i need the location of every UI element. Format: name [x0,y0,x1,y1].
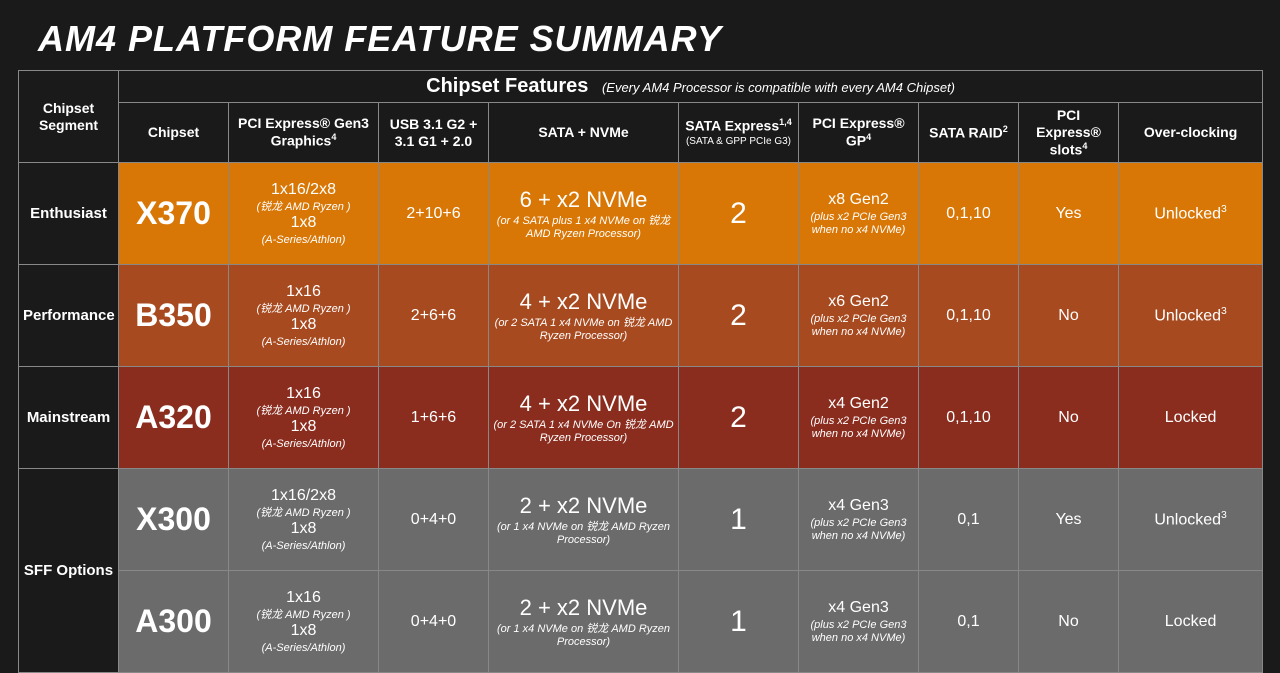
header-row-2: Chipset PCI Express® Gen3 Graphics4 USB … [19,103,1263,163]
row-a320: Mainstream A320 1x16 (锐龙 AMD Ryzen ) 1x8… [19,367,1263,469]
segment-performance: Performance [19,265,119,367]
x300-gp: x4 Gen3 (plus x2 PCIe Gen3 when no x4 NV… [799,469,919,571]
col-sata-nvme: SATA + NVMe [489,103,679,163]
b350-oc: Unlocked3 [1119,265,1263,367]
a300-gp: x4 Gen3 (plus x2 PCIe Gen3 when no x4 NV… [799,571,919,673]
col-segment: Chipset Segment [19,71,119,163]
a300-sata: 2 + x2 NVMe (or 1 x4 NVMe on 锐龙 AMD Ryze… [489,571,679,673]
col-pci-graphics: PCI Express® Gen3 Graphics4 [229,103,379,163]
col-raid: SATA RAID2 [919,103,1019,163]
segment-sff: SFF Options [19,469,119,673]
b350-usb: 2+6+6 [379,265,489,367]
col-slots: PCI Express® slots4 [1019,103,1119,163]
features-header: Chipset Features (Every AM4 Processor is… [119,71,1263,103]
col-overclocking: Over-clocking [1119,103,1263,163]
x370-usb: 2+10+6 [379,163,489,265]
a300-raid: 0,1 [919,571,1019,673]
page-title: AM4 PLATFORM FEATURE SUMMARY [0,0,1280,70]
features-header-text: Chipset Features [426,75,588,97]
col-usb: USB 3.1 G2 + 3.1 G1 + 2.0 [379,103,489,163]
b350-pci: 1x16 (锐龙 AMD Ryzen ) 1x8 (A-Series/Athlo… [229,265,379,367]
a300-oc: Locked [1119,571,1263,673]
a320-usb: 1+6+6 [379,367,489,469]
a320-sata: 4 + x2 NVMe (or 2 SATA 1 x4 NVMe On 锐龙 A… [489,367,679,469]
row-b350: Performance B350 1x16 (锐龙 AMD Ryzen ) 1x… [19,265,1263,367]
chipset-x300: X300 [119,469,229,571]
x300-slots: Yes [1019,469,1119,571]
features-header-sub: (Every AM4 Processor is compatible with … [602,80,955,95]
row-x370: Enthusiast X370 1x16/2x8 (锐龙 AMD Ryzen )… [19,163,1263,265]
a320-pci: 1x16 (锐龙 AMD Ryzen ) 1x8 (A-Series/Athlo… [229,367,379,469]
header-row-1: Chipset Segment Chipset Features (Every … [19,71,1263,103]
b350-slots: No [1019,265,1119,367]
b350-sata: 4 + x2 NVMe (or 2 SATA 1 x4 NVMe on 锐龙 A… [489,265,679,367]
a300-slots: No [1019,571,1119,673]
a300-usb: 0+4+0 [379,571,489,673]
x300-sata: 2 + x2 NVMe (or 1 x4 NVMe on 锐龙 AMD Ryze… [489,469,679,571]
x370-sata: 6 + x2 NVMe (or 4 SATA plus 1 x4 NVMe on… [489,163,679,265]
x370-gp: x8 Gen2 (plus x2 PCIe Gen3 when no x4 NV… [799,163,919,265]
x370-pci: 1x16/2x8 (锐龙 AMD Ryzen ) 1x8 (A-Series/A… [229,163,379,265]
a320-sataexp: 2 [679,367,799,469]
x370-oc: Unlocked3 [1119,163,1263,265]
x370-raid: 0,1,10 [919,163,1019,265]
a320-oc: Locked [1119,367,1263,469]
a300-sataexp: 1 [679,571,799,673]
b350-gp: x6 Gen2 (plus x2 PCIe Gen3 when no x4 NV… [799,265,919,367]
col-chipset: Chipset [119,103,229,163]
x300-raid: 0,1 [919,469,1019,571]
x300-pci: 1x16/2x8 (锐龙 AMD Ryzen ) 1x8 (A-Series/A… [229,469,379,571]
col-pci-gp: PCI Express® GP4 [799,103,919,163]
col-sata-express: SATA Express1,4(SATA & GPP PCIe G3) [679,103,799,163]
chipset-a300: A300 [119,571,229,673]
x370-slots: Yes [1019,163,1119,265]
segment-mainstream: Mainstream [19,367,119,469]
segment-enthusiast: Enthusiast [19,163,119,265]
x370-sataexp: 2 [679,163,799,265]
x300-sataexp: 1 [679,469,799,571]
chipset-a320: A320 [119,367,229,469]
chipset-x370: X370 [119,163,229,265]
row-a300: A300 1x16 (锐龙 AMD Ryzen ) 1x8 (A-Series/… [19,571,1263,673]
x300-oc: Unlocked3 [1119,469,1263,571]
a300-pci: 1x16 (锐龙 AMD Ryzen ) 1x8 (A-Series/Athlo… [229,571,379,673]
a320-raid: 0,1,10 [919,367,1019,469]
a320-slots: No [1019,367,1119,469]
feature-table: Chipset Segment Chipset Features (Every … [18,70,1263,673]
x300-usb: 0+4+0 [379,469,489,571]
b350-raid: 0,1,10 [919,265,1019,367]
a320-gp: x4 Gen2 (plus x2 PCIe Gen3 when no x4 NV… [799,367,919,469]
b350-sataexp: 2 [679,265,799,367]
chipset-b350: B350 [119,265,229,367]
row-x300: SFF Options X300 1x16/2x8 (锐龙 AMD Ryzen … [19,469,1263,571]
